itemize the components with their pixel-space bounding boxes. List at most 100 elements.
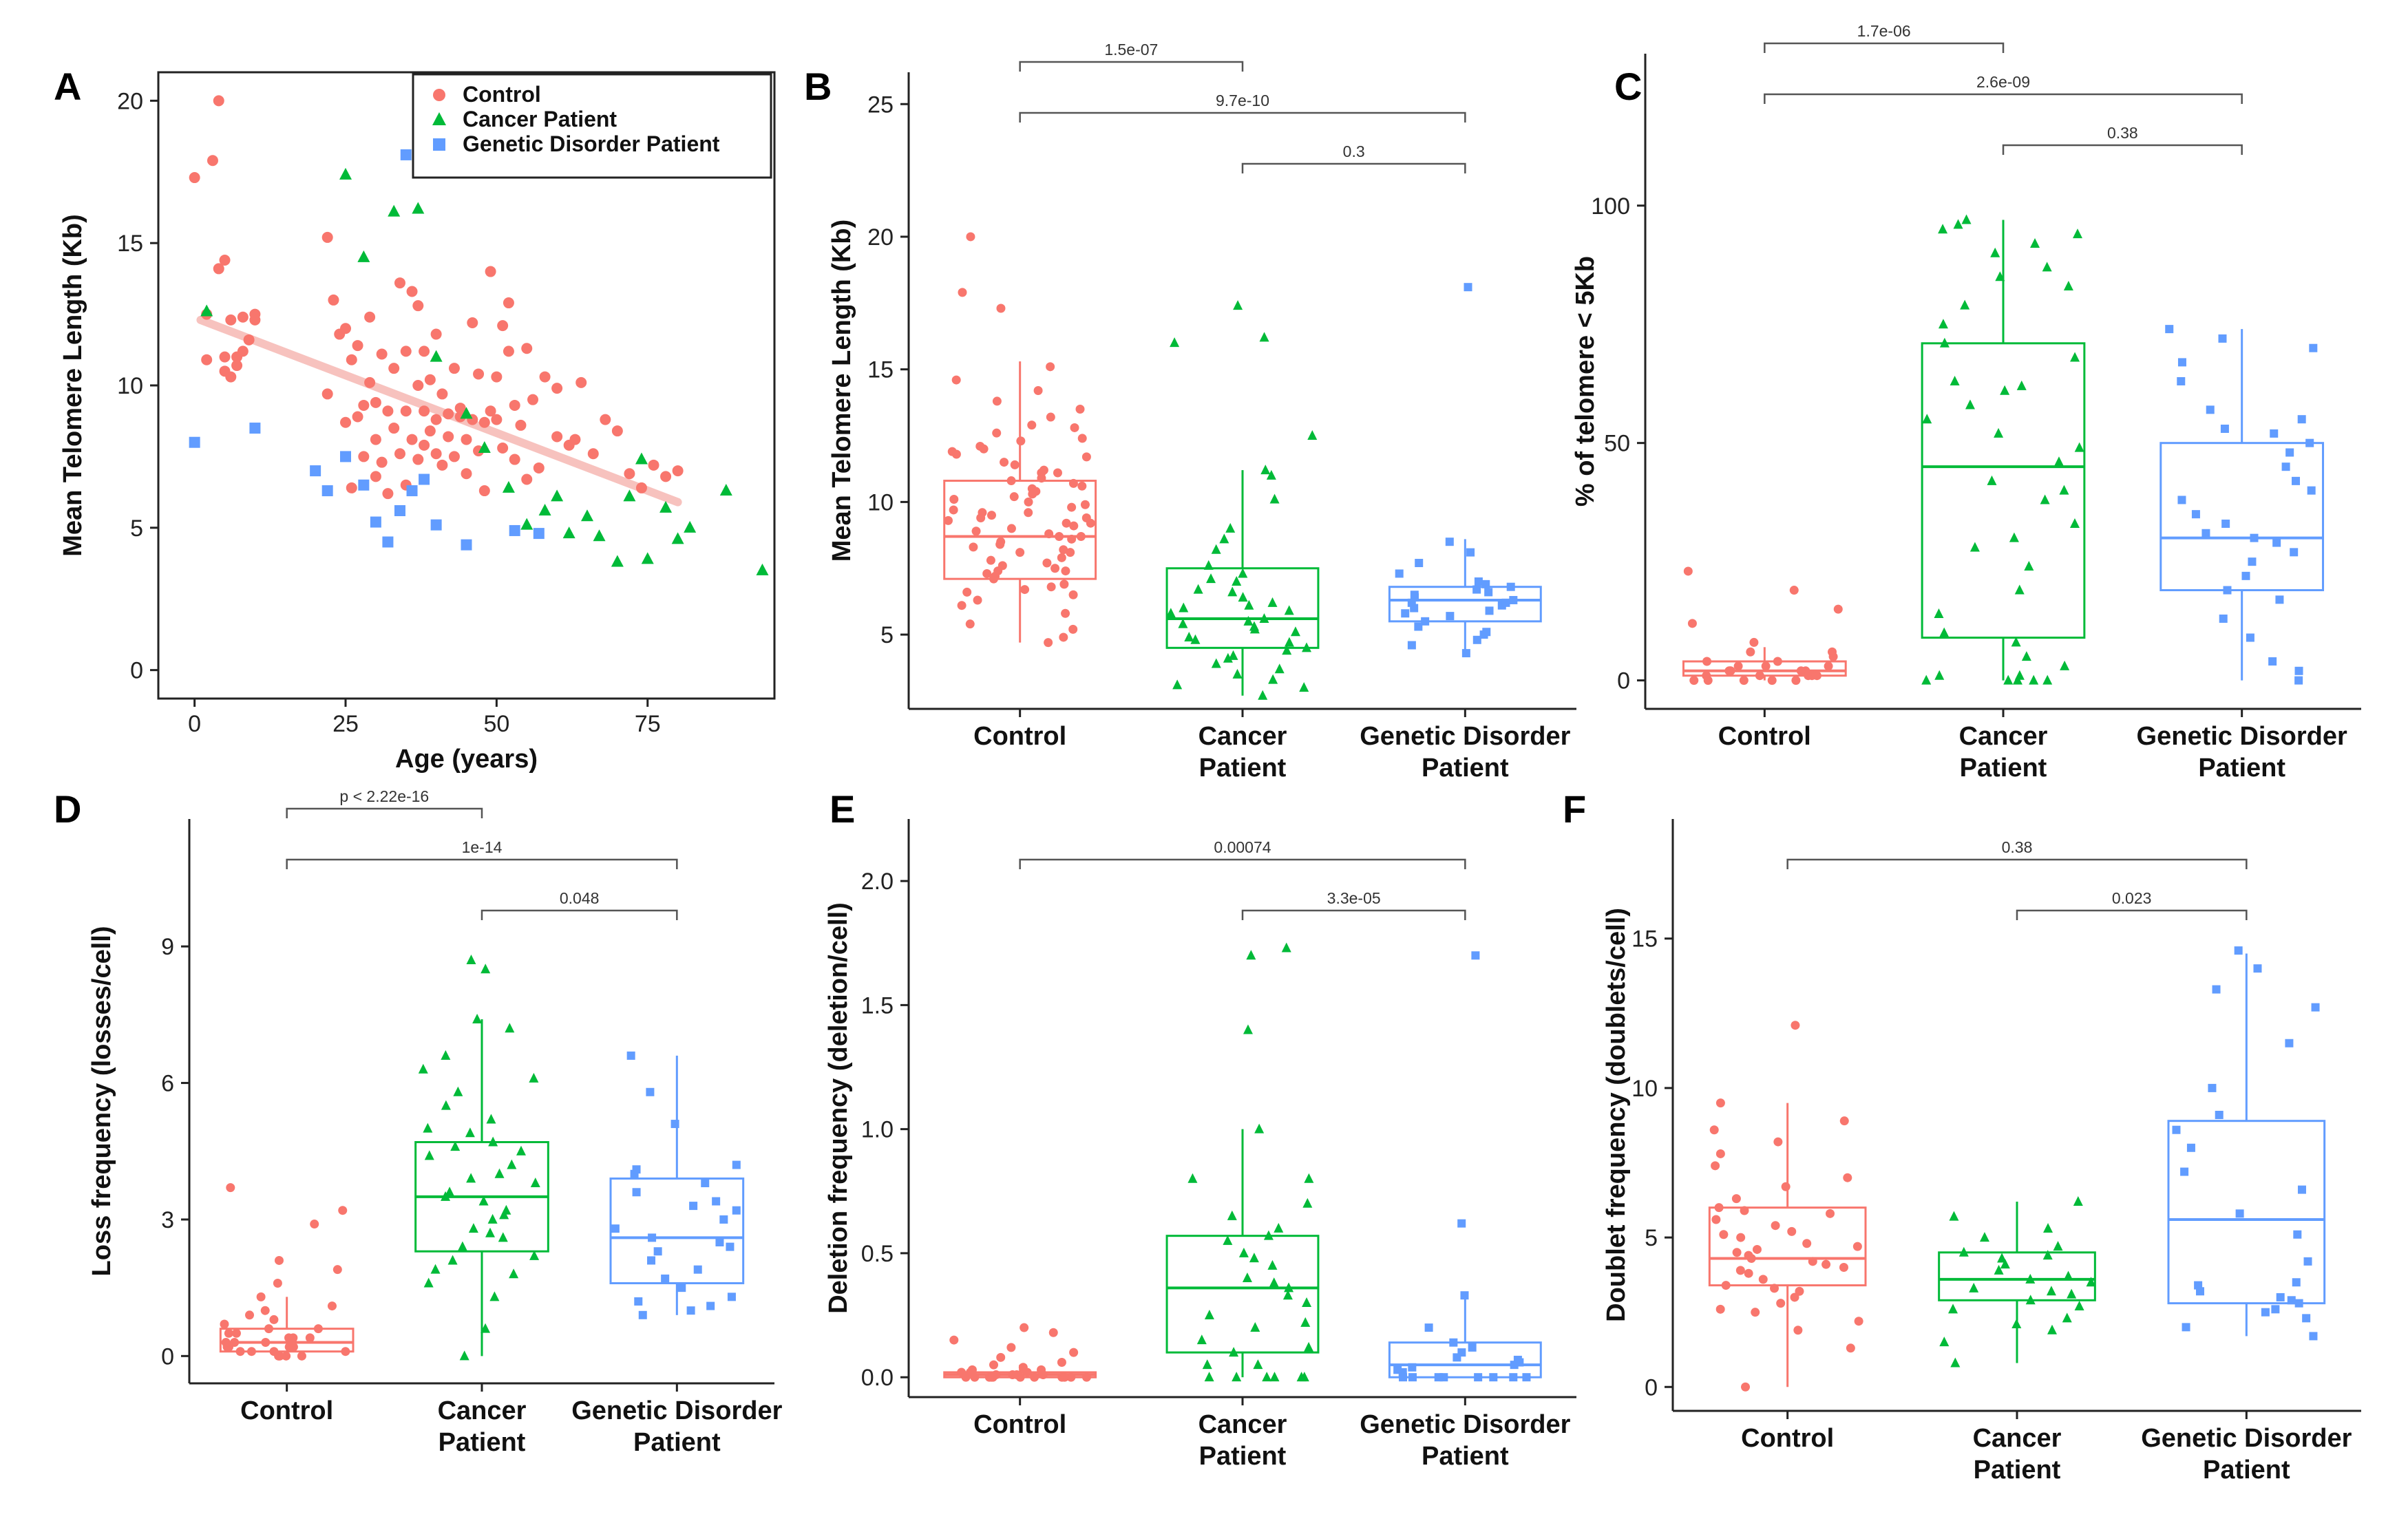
- cancer-point: [1997, 1253, 2007, 1263]
- control-point: [201, 354, 213, 365]
- control-point: [969, 542, 978, 552]
- genetic-point: [2294, 676, 2303, 685]
- control-point: [424, 374, 436, 385]
- cancer-point: [2053, 1241, 2063, 1251]
- control-point: [1037, 474, 1046, 483]
- cancer-point: [1268, 674, 1278, 684]
- cancer-point: [1253, 1359, 1263, 1370]
- category-label: Patient: [2198, 754, 2285, 783]
- control-point: [1740, 1206, 1749, 1215]
- control-point: [364, 376, 376, 388]
- genetic-point: [712, 1197, 721, 1206]
- control-point: [1068, 478, 1078, 488]
- genetic-point: [321, 485, 333, 497]
- significance-bracket: [480, 909, 678, 920]
- significance-label: 2.6e-09: [1976, 73, 2030, 91]
- genetic-point: [1461, 649, 1470, 658]
- genetic-point: [2294, 1299, 2303, 1308]
- cancer-point: [472, 1013, 483, 1023]
- control-point: [370, 434, 381, 445]
- genetic-point: [2303, 1257, 2312, 1266]
- panel-e-boxplot: 0.0 0.5 1.0 1.5 2.0 Deletion frequency (delet…: [824, 787, 1576, 1471]
- genetic-point: [461, 539, 472, 551]
- cancer-point: [1203, 560, 1214, 570]
- cancer-point: [2029, 674, 2039, 685]
- y-tick-label: 0: [1645, 1374, 1658, 1401]
- control-point: [1042, 558, 1052, 568]
- control-point: [467, 317, 478, 328]
- control-point: [949, 1335, 959, 1345]
- legend-entry: Genetic Disorder Patient: [463, 131, 720, 156]
- genetic-point: [1449, 1338, 1458, 1347]
- y-tick-label: 10: [1631, 1076, 1658, 1102]
- cancer-point: [659, 500, 673, 513]
- control-point: [412, 454, 424, 465]
- panel-letter: E: [830, 787, 855, 831]
- cancer-point: [1223, 652, 1233, 663]
- control-point: [388, 363, 400, 374]
- control-point: [340, 416, 352, 428]
- control-point: [1725, 666, 1735, 676]
- cancer-point: [1193, 584, 1203, 594]
- control-point: [273, 1279, 282, 1288]
- cancer-point: [529, 1250, 540, 1260]
- cancer-point: [2060, 660, 2070, 670]
- control-point: [521, 474, 533, 485]
- cancer-point: [611, 555, 624, 567]
- y-axis-title: Deletion frequency (deletion/cell): [824, 902, 853, 1314]
- control-point: [1733, 661, 1743, 671]
- genetic-point: [1457, 1348, 1466, 1357]
- control-point: [1854, 1317, 1863, 1326]
- cancer-point: [2070, 352, 2080, 362]
- control-point: [497, 320, 509, 332]
- genetic-point: [719, 1215, 728, 1224]
- control-point: [1037, 1365, 1046, 1374]
- control-point: [967, 1365, 977, 1374]
- cancer-point: [1232, 576, 1242, 586]
- y-tick-label: 0: [1617, 668, 1630, 694]
- y-axis-title: Mean Telomere Length (Kb): [59, 214, 87, 557]
- control-point: [1039, 465, 1048, 475]
- control-point: [996, 304, 1006, 313]
- cancer-point: [1190, 634, 1201, 644]
- cancer-point: [719, 484, 732, 496]
- category-label: Cancer: [1959, 722, 2048, 751]
- genetic-point: [2212, 985, 2221, 994]
- control-point: [989, 1360, 998, 1370]
- cancer-point: [2072, 228, 2082, 239]
- cancer-point: [1304, 1173, 1314, 1183]
- control-point: [1739, 676, 1749, 685]
- cancer-point: [460, 407, 473, 419]
- control-point: [454, 403, 466, 414]
- cancer-point: [1243, 1024, 1253, 1034]
- cancer-point: [450, 1141, 461, 1151]
- y-tick-label: 10: [117, 373, 143, 399]
- cancer-point: [1225, 522, 1236, 533]
- genetic-point: [670, 1120, 679, 1129]
- control-point: [370, 396, 381, 408]
- cancer-point: [1227, 1210, 1237, 1220]
- y-tick-label: 1.0: [861, 1117, 894, 1143]
- control-point: [611, 425, 623, 437]
- control-point: [1790, 1292, 1799, 1302]
- control-point: [1721, 1281, 1731, 1290]
- control-point: [1044, 638, 1053, 648]
- control-point: [235, 1347, 245, 1357]
- control-point: [986, 555, 995, 565]
- cancer-point: [1949, 1211, 1959, 1221]
- genetic-point: [2177, 358, 2186, 367]
- genetic-point: [2311, 1003, 2320, 1012]
- cancer-point: [441, 1100, 451, 1110]
- control-point: [310, 1220, 319, 1229]
- control-point: [1711, 1161, 1720, 1171]
- control-point: [1791, 1021, 1800, 1030]
- cancer-point: [1266, 469, 1276, 480]
- category-label: Patient: [1199, 754, 1287, 783]
- cancer-point: [529, 1072, 539, 1083]
- cancer-point: [2040, 494, 2050, 504]
- control-point: [1746, 647, 1755, 657]
- control-point: [424, 425, 436, 437]
- control-point: [1027, 421, 1037, 430]
- significance-label: 1.5e-07: [1104, 41, 1158, 58]
- cancer-point: [480, 1323, 491, 1333]
